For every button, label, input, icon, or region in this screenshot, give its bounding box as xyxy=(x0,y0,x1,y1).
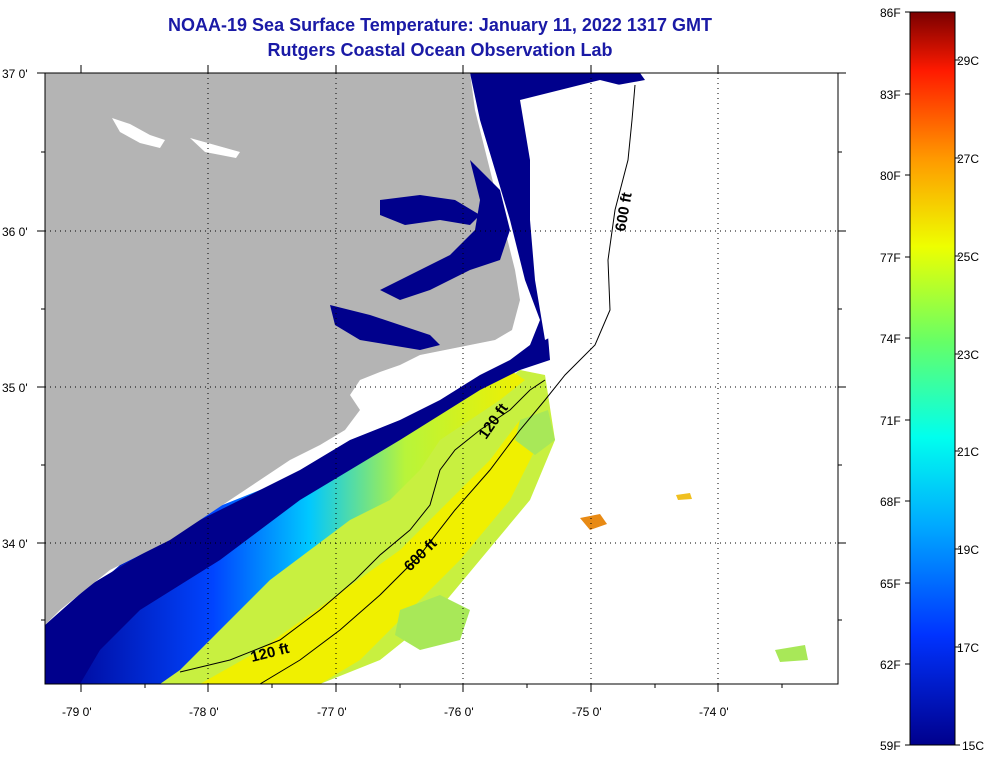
inland-lake xyxy=(190,138,240,158)
sst-green-patch xyxy=(395,595,470,650)
colorbar-c-label: 17C xyxy=(957,641,979,655)
lon-label: -79 0' xyxy=(62,705,92,719)
map-subtitle: Rutgers Coastal Ocean Observation Lab xyxy=(267,40,613,60)
sst-orange-patch xyxy=(676,493,692,500)
lat-label: 37 0' xyxy=(2,67,28,81)
lat-label: 34 0' xyxy=(2,537,28,551)
colorbar-c-label: 27C xyxy=(957,152,979,166)
sst-green-patch xyxy=(515,410,555,455)
contour-120ft xyxy=(179,379,546,673)
lon-label: -77 0' xyxy=(317,705,347,719)
sst-coastal-gradient xyxy=(45,370,525,684)
lon-label: -76 0' xyxy=(444,705,474,719)
sst-nearshore-cold xyxy=(45,73,645,684)
colorbar-c-label: 25C xyxy=(957,250,979,264)
sst-green-patch xyxy=(775,645,808,662)
colorbar-f-label: 71F xyxy=(880,414,901,428)
sst-orange-patch xyxy=(580,514,607,530)
colorbar-gradient xyxy=(909,11,956,746)
inland-lake xyxy=(112,118,165,148)
colorbar-f-label: 62F xyxy=(880,658,901,672)
colorbar-c-label: 29C xyxy=(957,54,979,68)
lon-label: -74 0' xyxy=(699,705,729,719)
pamlico-sound xyxy=(380,160,510,300)
colorbar-c-label: 15C xyxy=(962,739,984,753)
lat-label: 35 0' xyxy=(2,381,28,395)
graticule xyxy=(45,73,838,684)
sst-shelf-band xyxy=(200,420,540,684)
colorbar-c-label: 19C xyxy=(957,543,979,557)
neuse-river xyxy=(330,305,440,350)
map-title: NOAA-19 Sea Surface Temperature: January… xyxy=(168,15,712,35)
colorbar-f-label: 83F xyxy=(880,88,901,102)
colorbar-f-label: 59F xyxy=(880,739,901,753)
colorbar-f-label: 68F xyxy=(880,495,901,509)
colorbar-f-label: 65F xyxy=(880,577,901,591)
contour-label-600ft: 600 ft xyxy=(612,191,636,233)
colorbar-f-label: 80F xyxy=(880,169,901,183)
colorbar-f-label: 77F xyxy=(880,251,901,265)
colorbar-c-label: 23C xyxy=(957,348,979,362)
contour-600ft xyxy=(259,84,636,684)
lon-label: -75 0' xyxy=(572,705,602,719)
colorbar-f-label: 86F xyxy=(880,6,901,20)
lon-label: -78 0' xyxy=(189,705,219,719)
lat-label: 36 0' xyxy=(2,225,28,239)
albemarle-sound xyxy=(380,195,480,225)
sst-map: 37 0' 36 0' 35 0' 34 0' -79 0' -78 0' -7… xyxy=(2,65,846,719)
colorbar-f-label: 74F xyxy=(880,332,901,346)
colorbar-c-label: 21C xyxy=(957,445,979,459)
cloud-area xyxy=(520,80,640,340)
axis-ticks xyxy=(37,65,846,692)
